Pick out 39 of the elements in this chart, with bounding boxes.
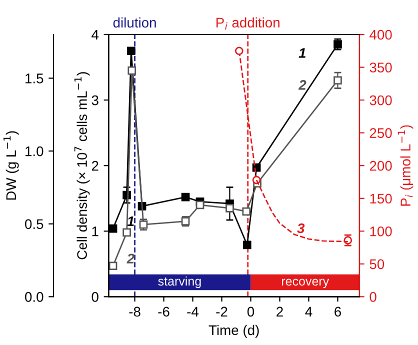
- series-label: 2: [126, 254, 134, 264]
- ref-line-label: dilution: [113, 17, 156, 28]
- x-axis-title: Time (d): [208, 324, 259, 338]
- text: 1: [298, 48, 306, 58]
- y-tick-label: 3: [92, 95, 98, 106]
- y2-tick-label: 350: [370, 62, 392, 72]
- y2-tick-label: 100: [370, 226, 392, 236]
- y3-tick-label: 0.5: [25, 219, 44, 230]
- ref-line-label: P$_{i}$ addition: [216, 17, 280, 30]
- text: 2: [298, 80, 306, 90]
- y3-axis-title: DW (g L$^{−1}$): [4, 131, 19, 200]
- y3-tick-label: 1.5: [26, 74, 44, 84]
- band-label: starving: [158, 276, 201, 288]
- y3-tick-label: 1.0: [26, 146, 44, 156]
- y-tick-label: 1: [92, 226, 98, 236]
- y-tick-label: 0: [92, 292, 98, 302]
- y2-tick-label: 200: [370, 160, 392, 171]
- x-tick-label: -2: [216, 306, 228, 316]
- y2-tick-label: 150: [370, 194, 392, 204]
- y2-tick-label: 50: [370, 259, 384, 270]
- y-tick-label: 4: [92, 30, 99, 40]
- series-label: 3: [297, 223, 305, 234]
- y-axis-title: Cell density (× 10$^{7}$ cells mL$^{−1}$): [74, 72, 90, 260]
- series-label: 1: [127, 216, 134, 226]
- x-tick-label: -4: [187, 306, 199, 316]
- x-tick-label: -6: [158, 306, 170, 317]
- y2-axis-title: P$_{i}$ (μmol L$^{−1}$): [398, 125, 414, 206]
- y2-tick-label: 0: [370, 292, 376, 302]
- y2-tick-label: 400: [370, 30, 392, 40]
- band-label: recovery: [282, 278, 330, 288]
- y2-tick-label: 250: [370, 128, 392, 138]
- x-tick-label: -8: [129, 306, 140, 317]
- x-tick-label: 6: [334, 306, 341, 317]
- y3-tick-label: 0.0: [25, 292, 44, 302]
- y2-tick-label: 300: [370, 95, 392, 106]
- x-tick-label: 0: [247, 306, 254, 317]
- x-tick-label: 4: [305, 306, 312, 316]
- y-tick-label: 2: [92, 160, 98, 171]
- x-tick-label: 2: [276, 306, 283, 316]
